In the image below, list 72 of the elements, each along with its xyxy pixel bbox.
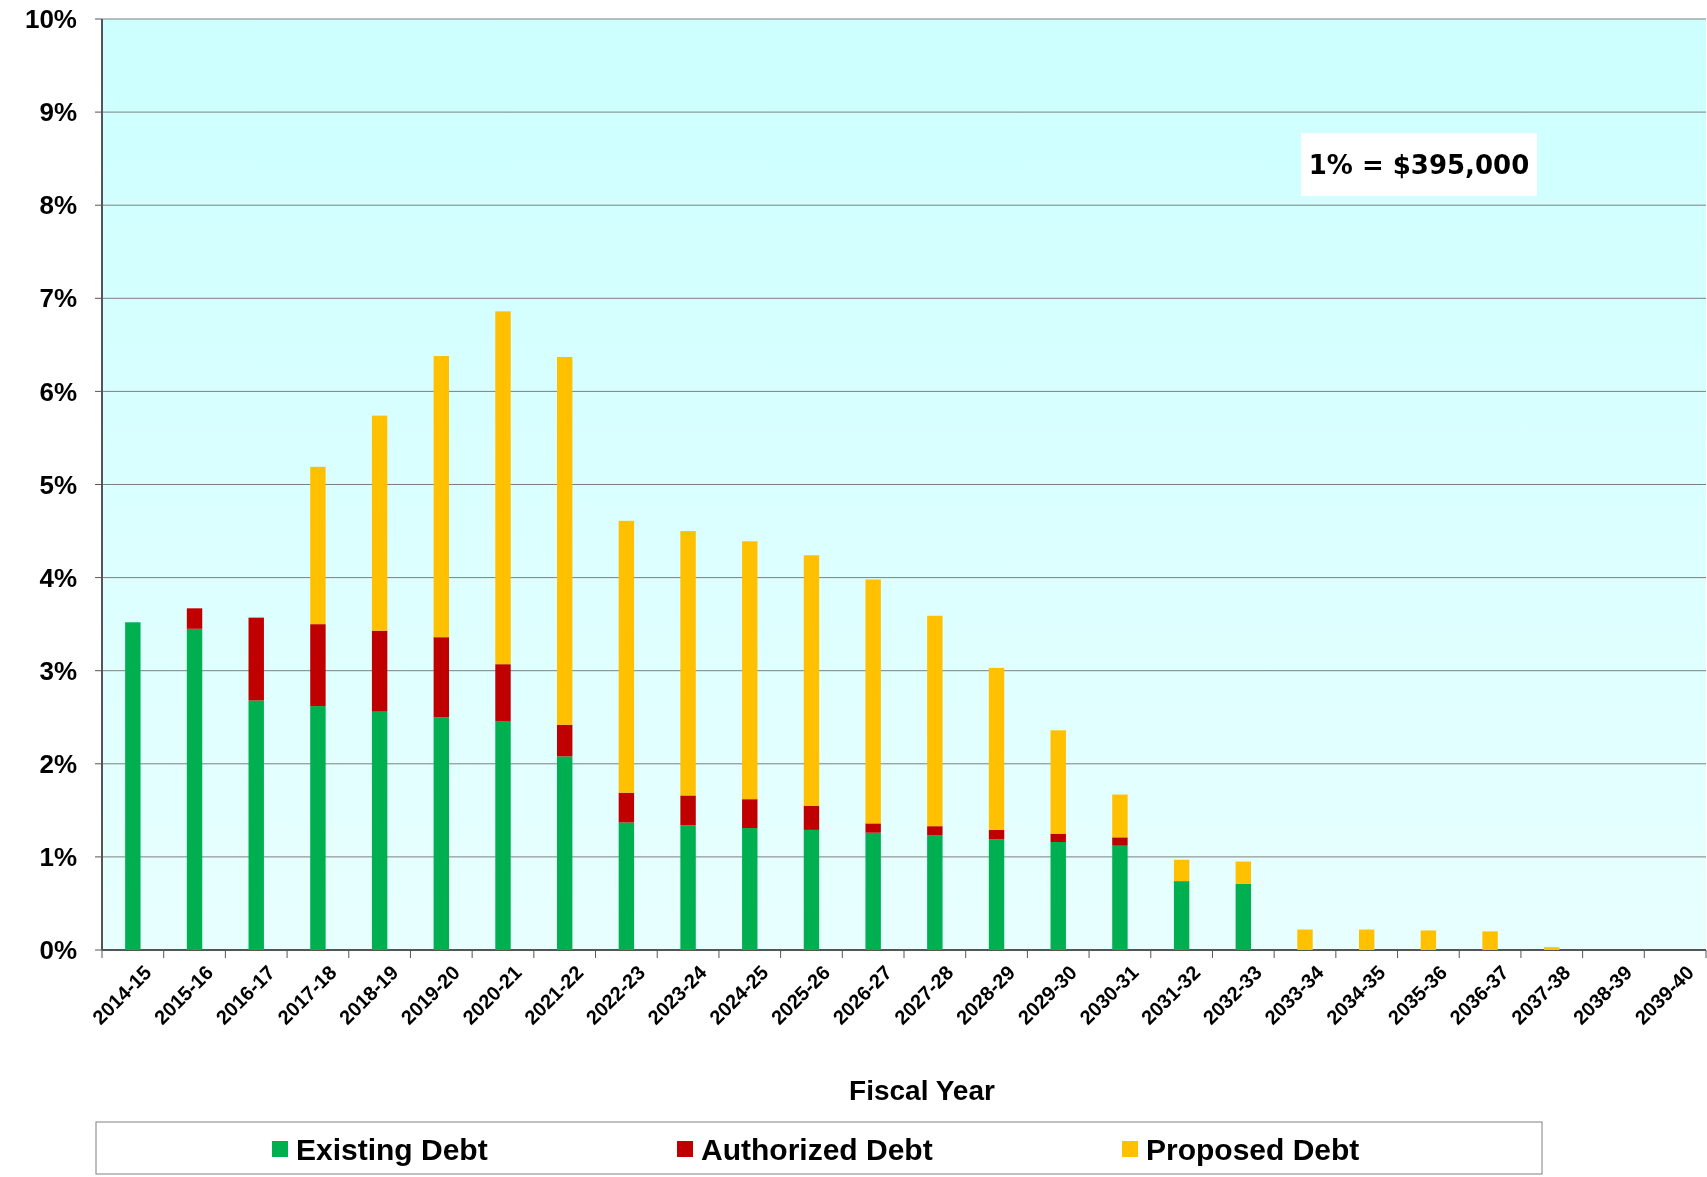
bar	[680, 825, 696, 950]
legend-label: Authorized Debt	[701, 1132, 933, 1166]
y-tick-label: 10%	[24, 4, 77, 35]
bar	[371, 711, 388, 950]
bar	[1544, 947, 1560, 950]
bar	[371, 630, 388, 712]
bar	[927, 615, 943, 827]
annotation: 1% = $395,000	[1308, 150, 1530, 181]
bar	[248, 700, 264, 950]
bar	[433, 717, 450, 950]
bar	[680, 795, 696, 826]
bar	[1112, 845, 1128, 950]
bar	[371, 415, 388, 631]
bar	[1235, 883, 1252, 950]
bar	[1112, 794, 1128, 838]
bar	[248, 617, 264, 701]
bar	[1482, 931, 1498, 950]
bar	[865, 579, 881, 824]
bar	[310, 706, 326, 950]
bar	[1173, 859, 1190, 882]
bar	[1050, 842, 1066, 950]
bar	[1050, 730, 1066, 834]
bar	[618, 520, 635, 793]
y-tick-label: 5%	[39, 469, 77, 500]
bar	[742, 799, 758, 829]
x-axis-title: Fiscal Year	[849, 1075, 996, 1106]
y-tick-label: 2%	[39, 748, 77, 779]
bar	[680, 531, 696, 796]
legend-label: Proposed Debt	[1146, 1132, 1360, 1166]
y-tick-label: 4%	[39, 562, 77, 593]
bar	[495, 720, 511, 950]
bar	[186, 628, 203, 950]
bar	[803, 805, 820, 830]
bar	[1420, 930, 1437, 950]
bar	[125, 622, 141, 950]
bar	[618, 792, 635, 823]
bar	[988, 829, 1005, 840]
y-tick-label: 1%	[39, 842, 77, 872]
bar	[742, 828, 758, 950]
bar	[556, 356, 573, 725]
y-tick-label: 3%	[39, 655, 77, 686]
bar	[1235, 861, 1252, 884]
bar	[865, 832, 881, 950]
bar	[988, 839, 1005, 950]
bar	[927, 826, 943, 836]
bar	[1173, 881, 1190, 950]
bar	[433, 637, 450, 718]
bar	[556, 724, 573, 757]
bar	[186, 608, 203, 629]
bar	[495, 311, 511, 665]
bar	[1358, 929, 1375, 950]
bar	[1297, 929, 1313, 950]
bar	[803, 555, 820, 806]
bar	[556, 756, 573, 950]
y-tick-label: 6%	[39, 376, 77, 407]
y-tick-label: 0%	[39, 935, 77, 966]
legend-label: Existing Debt	[296, 1132, 488, 1166]
bar	[1050, 833, 1066, 842]
bar	[927, 835, 943, 950]
y-tick-label: 9%	[39, 97, 77, 128]
bar	[1112, 837, 1128, 846]
bar	[495, 664, 511, 721]
y-tick-label: 8%	[39, 190, 77, 221]
bar	[803, 829, 820, 950]
bar	[865, 823, 881, 833]
bar	[310, 466, 326, 625]
bar	[618, 822, 635, 950]
bar	[310, 624, 326, 707]
bar	[988, 667, 1005, 830]
bar	[742, 541, 758, 800]
bar	[433, 356, 450, 638]
y-tick-label: 7%	[39, 283, 77, 314]
